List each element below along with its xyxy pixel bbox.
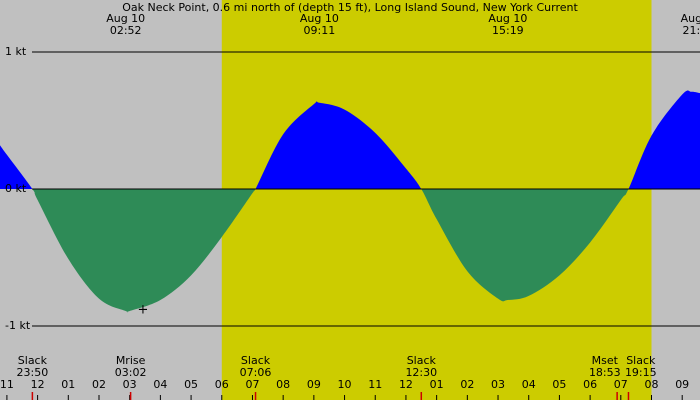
- extremum-date: Aug 10: [300, 12, 339, 25]
- x-tick-label: 03: [491, 378, 505, 391]
- x-tick-label: 09: [307, 378, 321, 391]
- x-tick-label: 01: [430, 378, 444, 391]
- event-name: Slack: [241, 354, 271, 367]
- extremum-date: Aug: [681, 12, 700, 25]
- event-name: Slack: [18, 354, 48, 367]
- event-name: Slack: [407, 354, 437, 367]
- x-tick-label: 11: [0, 378, 14, 391]
- y-tick-label: 1 kt: [5, 45, 27, 58]
- x-tick-label: 09: [675, 378, 689, 391]
- event-time: 19:15: [625, 366, 657, 379]
- event-time: 23:50: [17, 366, 49, 379]
- x-tick-label: 07: [614, 378, 628, 391]
- event-time: 12:30: [405, 366, 437, 379]
- x-tick-label: 01: [61, 378, 75, 391]
- x-tick-label: 06: [215, 378, 229, 391]
- x-tick-label: 12: [31, 378, 45, 391]
- x-tick-label: 04: [153, 378, 167, 391]
- event-name: Mset: [592, 354, 619, 367]
- extremum-date: Aug 10: [488, 12, 527, 25]
- event-name: Slack: [626, 354, 656, 367]
- extremum-date: Aug 10: [106, 12, 145, 25]
- flood-area: [0, 90, 700, 190]
- extremum-time: 21:: [683, 24, 700, 37]
- extremum-time: 15:19: [492, 24, 524, 37]
- x-tick-label: 06: [583, 378, 597, 391]
- x-tick-label: 03: [123, 378, 137, 391]
- x-tick-label: 08: [276, 378, 290, 391]
- x-tick-label: 05: [184, 378, 198, 391]
- x-tick-label: 04: [522, 378, 536, 391]
- x-tick-label: 10: [338, 378, 352, 391]
- y-tick-label: -1 kt: [5, 319, 31, 332]
- y-tick-label: 0 kt: [5, 182, 27, 195]
- x-tick-label: 05: [552, 378, 566, 391]
- x-tick-label: 02: [92, 378, 106, 391]
- event-time: 07:06: [240, 366, 272, 379]
- event-time: 03:02: [115, 366, 147, 379]
- extremum-time: 02:52: [110, 24, 142, 37]
- x-tick-label: 11: [368, 378, 382, 391]
- x-tick-label: 08: [645, 378, 659, 391]
- x-tick-label: 12: [399, 378, 413, 391]
- event-name: Mrise: [116, 354, 146, 367]
- x-tick-label: 07: [245, 378, 259, 391]
- extremum-time: 09:11: [304, 24, 336, 37]
- x-tick-label: 02: [460, 378, 474, 391]
- ebb-area: [32, 189, 629, 313]
- chart-title: Oak Neck Point, 0.6 mi north of (depth 1…: [122, 1, 578, 14]
- event-time: 18:53: [589, 366, 621, 379]
- moon-marker: +: [138, 303, 149, 318]
